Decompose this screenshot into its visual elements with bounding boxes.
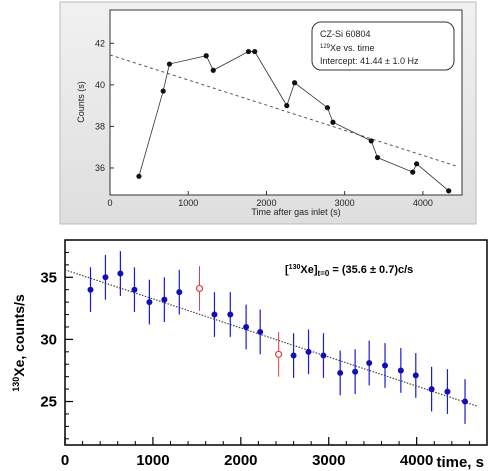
bottom-data-point bbox=[337, 369, 344, 376]
top-y-tick-label: 40 bbox=[95, 80, 105, 90]
bottom-data-point bbox=[257, 328, 264, 335]
top-annotation-box bbox=[311, 21, 455, 71]
bottom-outlier-point bbox=[275, 350, 283, 358]
top-x-axis-label: Time after gas inlet (s) bbox=[251, 207, 340, 217]
bottom-data-point bbox=[366, 360, 373, 366]
bottom-ticks: 0 1000 2000 3000 4000 25 30 35 bbox=[40, 251, 470, 469]
top-x-tick-label: 4000 bbox=[413, 198, 433, 208]
bottom-data-point bbox=[320, 352, 327, 359]
bottom-x-axis-label: time, s bbox=[436, 454, 484, 471]
top-data-point bbox=[374, 154, 381, 161]
top-data-point bbox=[410, 169, 416, 175]
top-data-point bbox=[284, 103, 290, 109]
top-y-tick-label: 42 bbox=[95, 38, 105, 48]
bottom-annotation: [130Xe]t=0 = (35.6 ± 0.7)c/s bbox=[285, 264, 413, 278]
top-data-point bbox=[414, 161, 420, 167]
top-data-point bbox=[324, 105, 331, 111]
top-annotation-line2: 129Xe vs. time bbox=[320, 43, 375, 53]
bottom-data-point bbox=[161, 296, 168, 303]
top-data-point bbox=[210, 67, 216, 73]
bottom-data-point bbox=[146, 299, 153, 306]
bottom-y-tick-label: 35 bbox=[40, 269, 57, 286]
top-data-point bbox=[446, 188, 452, 194]
bottom-y-tick-label: 25 bbox=[40, 394, 57, 411]
top-y-tick-label: 38 bbox=[95, 121, 105, 131]
top-series bbox=[136, 48, 452, 194]
top-series-line bbox=[138, 51, 449, 192]
top-data-point bbox=[203, 53, 209, 59]
bottom-data-point bbox=[352, 368, 359, 375]
bottom-y-tick-label: 30 bbox=[40, 331, 57, 348]
bottom-data-point bbox=[211, 311, 218, 318]
top-data-point bbox=[368, 138, 374, 144]
bottom-data-point bbox=[305, 348, 312, 355]
top-data-point bbox=[292, 80, 298, 86]
bottom-data-point bbox=[227, 311, 234, 318]
top-data-point bbox=[245, 48, 252, 55]
top-x-tick-label: 0 bbox=[107, 198, 112, 208]
top-data-point bbox=[252, 48, 258, 55]
bottom-x-tick-label: 4000 bbox=[400, 452, 433, 469]
bottom-x-tick-label: 1000 bbox=[136, 452, 169, 469]
bottom-data-point bbox=[462, 398, 469, 405]
bottom-data-point bbox=[87, 286, 94, 293]
bottom-chart: 0 1000 2000 3000 4000 25 30 35 [130Xe]t=0 = (35… bbox=[11, 239, 488, 471]
bottom-data-point bbox=[243, 323, 250, 330]
bottom-plot-area bbox=[64, 239, 488, 446]
top-chart: 0 1000 2000 3000 4000 36 38 40 42 CZ-Si 60804 12… bbox=[59, 1, 477, 225]
bottom-data-point bbox=[131, 286, 138, 293]
top-y-axis-label: Counts (s) bbox=[76, 81, 86, 123]
bottom-data-point bbox=[102, 274, 109, 281]
bottom-data-point bbox=[412, 372, 419, 379]
bottom-data-point bbox=[176, 289, 183, 296]
bottom-x-tick-label: 3000 bbox=[312, 452, 345, 469]
top-data-point bbox=[330, 119, 336, 125]
top-data-point bbox=[160, 88, 166, 94]
bottom-x-tick-label: 2000 bbox=[224, 452, 257, 469]
bottom-y-axis-label: 130Xe, counts/s bbox=[11, 294, 27, 392]
top-ticks: 0 1000 2000 3000 4000 36 38 40 42 bbox=[95, 38, 433, 208]
bottom-data-point bbox=[444, 388, 451, 395]
top-data-point bbox=[166, 61, 173, 67]
top-x-tick-label: 3000 bbox=[335, 198, 355, 208]
top-data-point bbox=[136, 173, 142, 179]
bottom-series bbox=[87, 251, 469, 424]
top-annotation-line1: CZ-Si 60804 bbox=[320, 29, 371, 39]
bottom-data-point bbox=[117, 270, 124, 277]
bottom-outlier-point bbox=[195, 284, 204, 293]
top-x-tick-label: 2000 bbox=[256, 198, 276, 208]
top-y-tick-label: 36 bbox=[95, 163, 105, 173]
bottom-data-point bbox=[397, 367, 404, 374]
top-annotation-line3: Intercept: 41.44 ± 1.0 Hz bbox=[320, 56, 419, 66]
top-x-tick-label: 1000 bbox=[178, 198, 198, 208]
bottom-x-tick-label: 0 bbox=[61, 452, 69, 469]
bottom-data-point bbox=[290, 352, 297, 359]
bottom-data-point bbox=[428, 386, 435, 393]
bottom-data-point bbox=[382, 362, 389, 369]
